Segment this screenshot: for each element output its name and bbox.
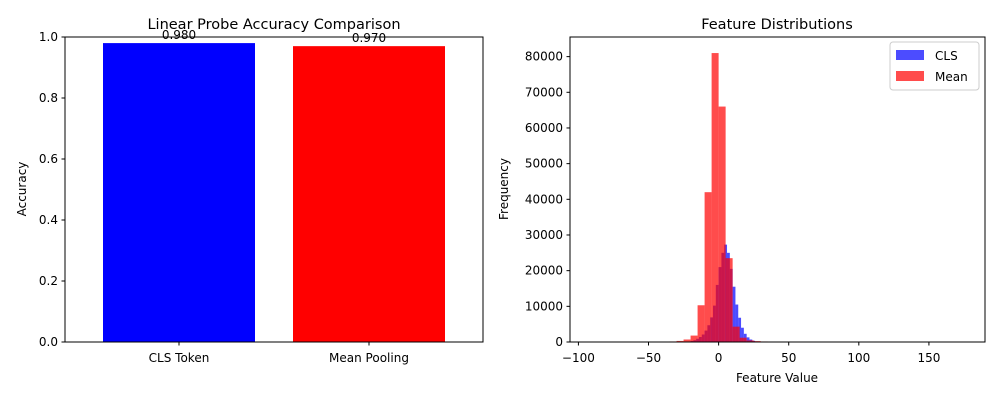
histogram-bin <box>711 53 719 342</box>
accuracy-bars <box>103 43 445 343</box>
accuracy-chart-title: Linear Probe Accuracy Comparison <box>147 17 400 33</box>
y-tick-label: 60000 <box>525 121 563 135</box>
x-tick-label: Mean Pooling <box>329 351 409 365</box>
x-tick-label: 150 <box>917 351 940 365</box>
x-tick-label: CLS Token <box>149 351 210 365</box>
histogram-bin <box>732 326 740 342</box>
histogram-series-mean <box>585 53 964 342</box>
bar-value-label: 0.980 <box>162 28 196 42</box>
x-tick-label: −100 <box>562 351 595 365</box>
y-tick-label: 0.4 <box>39 213 58 227</box>
legend-label-cls: CLS <box>935 49 958 63</box>
y-tick-label: 1.0 <box>39 30 58 44</box>
y-tick-label: 20000 <box>525 264 563 278</box>
histogram-bin <box>739 337 747 342</box>
histogram-bin <box>746 337 750 342</box>
accuracy-bar-labels: 0.980 0.970 <box>162 28 386 45</box>
histogram-bin <box>676 340 684 342</box>
y-tick-label: 0.0 <box>39 335 58 349</box>
y-tick-label: 40000 <box>525 192 563 206</box>
distribution-y-axis-label: Frequency <box>497 158 511 220</box>
accuracy-y-axis-label: Accuracy <box>15 162 29 217</box>
histogram-bin <box>732 286 736 342</box>
x-tick-label: 100 <box>847 351 870 365</box>
y-tick-label: 0.2 <box>39 274 58 288</box>
y-tick-label: 30000 <box>525 228 563 242</box>
distribution-y-ticks: 0 10000 20000 30000 40000 50000 60000 70000 8000… <box>525 50 570 349</box>
histogram-bin <box>697 305 705 342</box>
histogram-bin <box>725 258 733 342</box>
distribution-x-ticks: −100 −50 0 50 100 150 <box>562 342 940 365</box>
distribution-x-axis-label: Feature Value <box>736 371 818 385</box>
histogram-bin <box>718 106 726 342</box>
distribution-histogram <box>585 53 964 342</box>
histogram-bin <box>690 335 698 342</box>
bar-value-label: 0.970 <box>352 31 386 45</box>
histogram-bin <box>741 327 744 342</box>
y-tick-label: 0 <box>555 335 563 349</box>
histogram-bin <box>746 340 754 342</box>
histogram-bin <box>683 339 691 342</box>
accuracy-chart: Linear Probe Accuracy Comparison 0.980 0.… <box>15 17 484 365</box>
distribution-chart-title: Feature Distributions <box>701 17 853 33</box>
histogram-bin <box>735 304 739 342</box>
y-tick-label: 50000 <box>525 157 563 171</box>
legend-swatch-cls <box>896 50 924 60</box>
legend-label-mean: Mean <box>935 70 968 84</box>
distribution-plot-frame <box>569 36 986 343</box>
x-tick-label: 50 <box>781 351 796 365</box>
y-tick-label: 70000 <box>525 85 563 99</box>
histogram-bin <box>704 192 712 342</box>
y-tick-label: 80000 <box>525 50 563 64</box>
accuracy-plot-frame <box>64 36 484 343</box>
y-tick-label: 0.8 <box>39 91 58 105</box>
y-tick-label: 0.6 <box>39 152 58 166</box>
accuracy-y-ticks: 0.0 0.2 0.4 0.6 0.8 1.0 <box>39 30 65 349</box>
legend: CLS Mean <box>889 41 980 91</box>
bar-1 <box>293 46 445 343</box>
x-tick-label: 0 <box>715 351 723 365</box>
y-tick-label: 10000 <box>525 299 563 313</box>
distribution-chart: Feature Distributions 0 10000 20000 30000 40… <box>497 17 986 385</box>
bar-0 <box>103 43 255 342</box>
legend-swatch-mean <box>896 71 924 81</box>
x-tick-label: −50 <box>636 351 661 365</box>
accuracy-x-ticks: CLS Token Mean Pooling <box>149 342 409 365</box>
